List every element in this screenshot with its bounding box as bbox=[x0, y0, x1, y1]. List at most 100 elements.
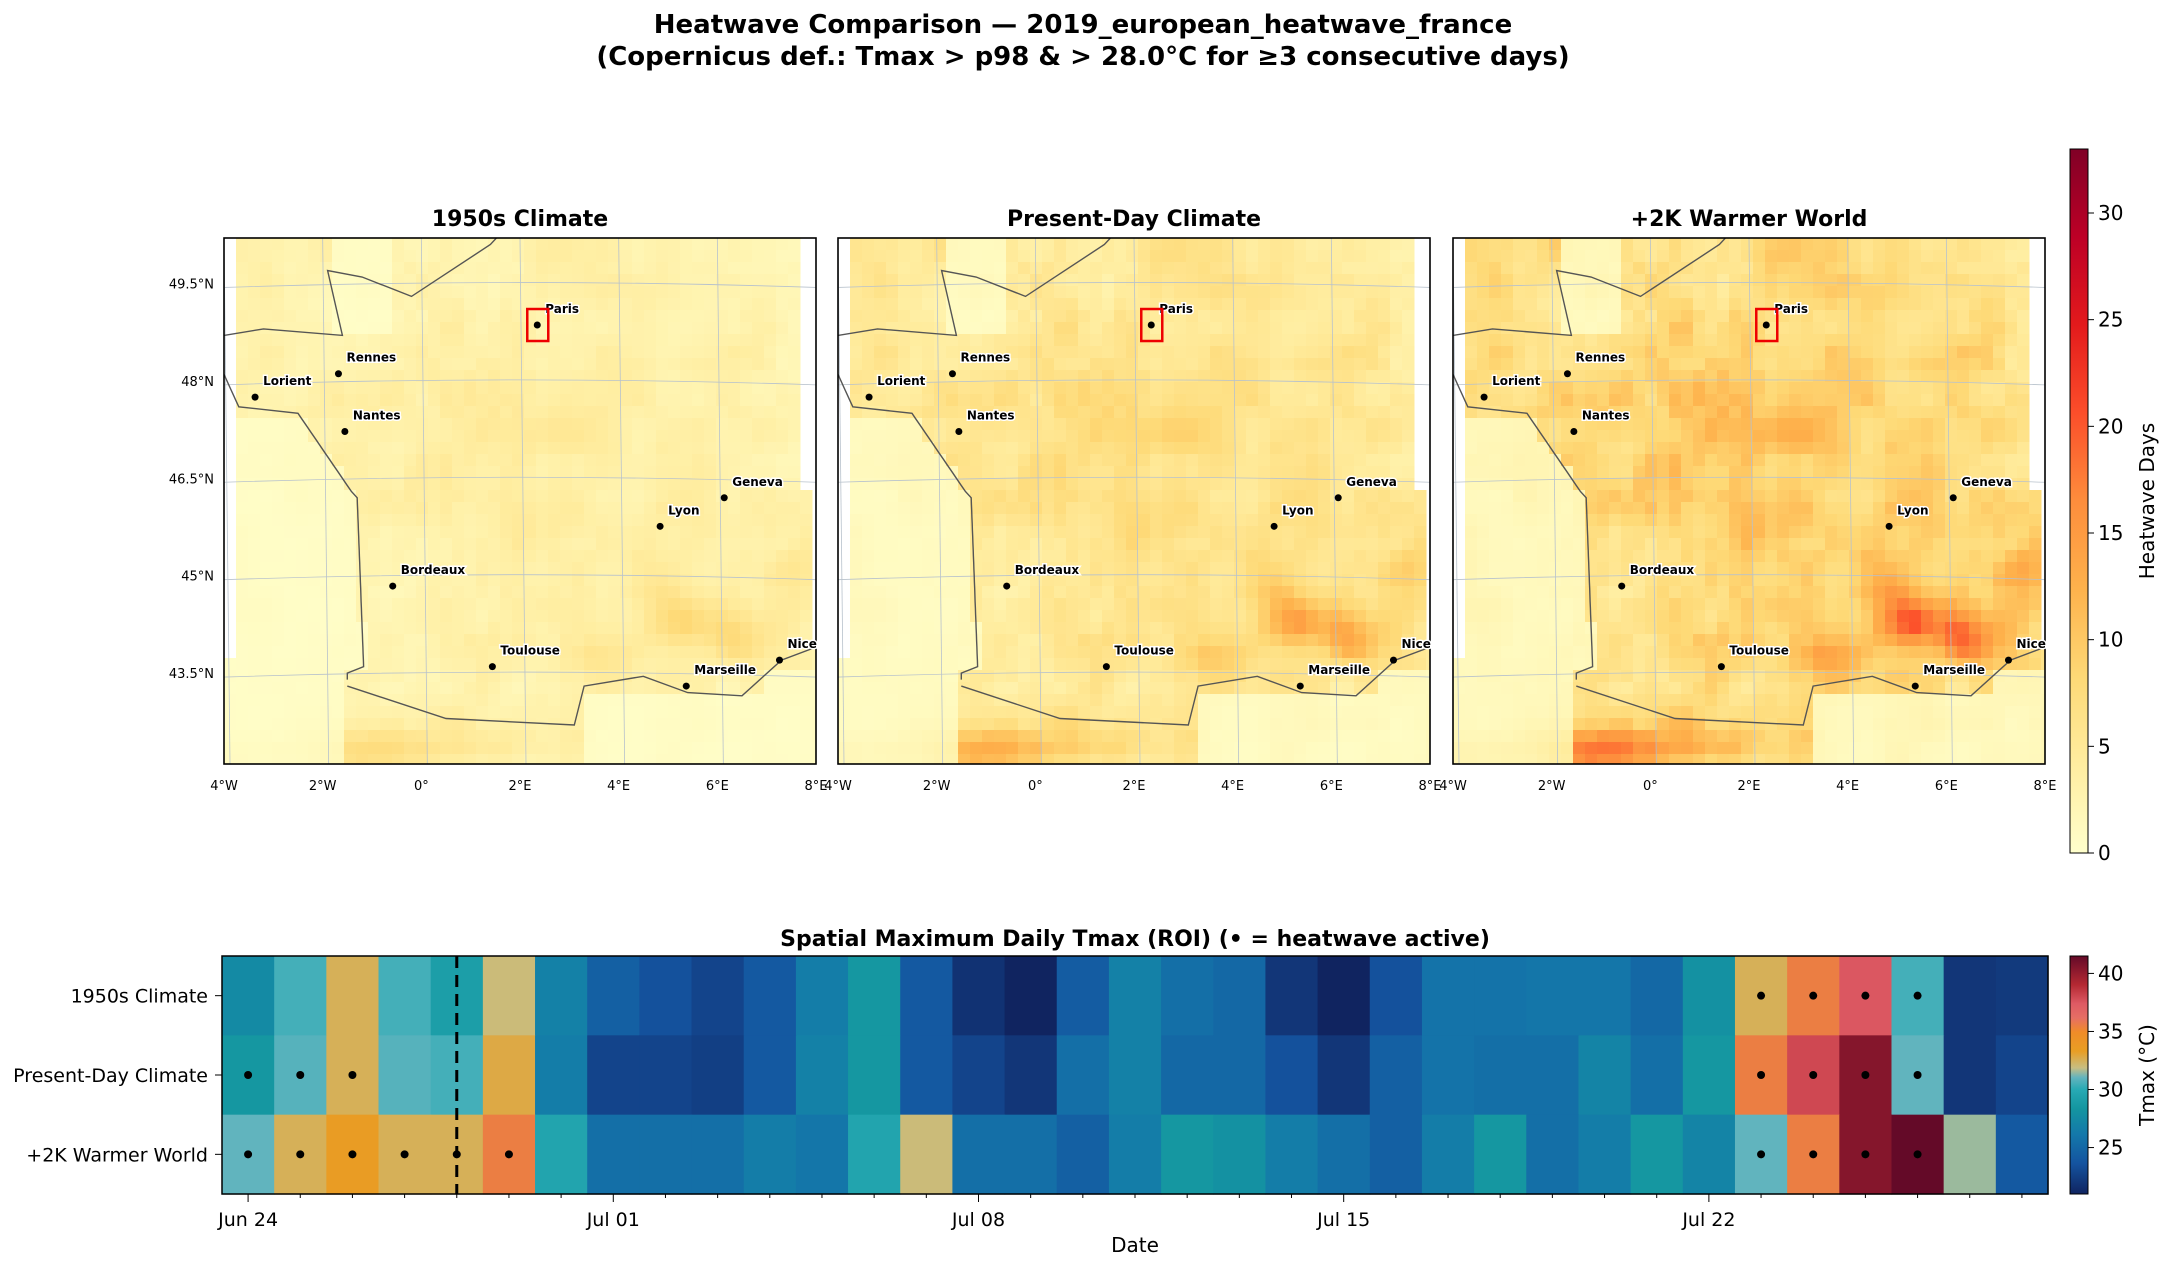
heatmap-cell bbox=[1213, 1114, 1267, 1195]
heatmap-cell bbox=[1995, 1114, 2049, 1195]
map-frame bbox=[1452, 237, 2046, 765]
city-label: Lorient bbox=[877, 374, 926, 388]
city-label: Geneva bbox=[1961, 475, 2012, 489]
city-marker bbox=[1762, 321, 1770, 329]
colorbar-tick-label: 20 bbox=[2098, 414, 2123, 438]
x-tick-label: Jul 08 bbox=[951, 1209, 1005, 1231]
city-marker bbox=[1270, 522, 1278, 530]
city-marker bbox=[1885, 522, 1893, 530]
lon-tick-label: 6°E bbox=[1320, 779, 1343, 794]
heatmap-cell bbox=[848, 956, 901, 1036]
map-panel-title: 1950s Climate bbox=[432, 207, 608, 232]
heatmap-cell bbox=[1317, 956, 1371, 1036]
heatmap-cell bbox=[1317, 1035, 1371, 1116]
lon-tick-label: 4°W bbox=[210, 779, 238, 794]
city-marker bbox=[682, 682, 690, 690]
heatmap-cell bbox=[1943, 956, 1997, 1036]
colorbar-tick-label: 25 bbox=[2098, 308, 2123, 332]
colorbar-tick-label: 0 bbox=[2098, 841, 2111, 865]
city-label: Bordeaux bbox=[1015, 563, 1080, 577]
heatmap-cell bbox=[1108, 1035, 1162, 1116]
heatmap-cell bbox=[1161, 1035, 1214, 1116]
x-tick-label: Jul 15 bbox=[1316, 1209, 1370, 1231]
lon-tick-label: 6°E bbox=[1935, 779, 1958, 794]
heatmap-cell bbox=[795, 956, 849, 1036]
lon-tick-label: 4°W bbox=[824, 779, 852, 794]
coastline-south bbox=[1576, 646, 2045, 726]
heatmap-cell bbox=[952, 1035, 1006, 1116]
coastline bbox=[224, 372, 365, 680]
city-label: Lyon bbox=[1897, 503, 1928, 517]
heatmap-cell bbox=[1161, 956, 1214, 1036]
city-label: Marseille bbox=[1308, 663, 1370, 677]
heatmap-cell bbox=[1265, 1035, 1319, 1116]
heatwave-dot bbox=[1861, 1150, 1870, 1159]
heatmap-cell bbox=[691, 1114, 745, 1195]
heatmap-cell bbox=[1474, 956, 1527, 1036]
city-label: Nantes bbox=[353, 409, 401, 423]
map-frame bbox=[837, 237, 1431, 765]
city-label: Paris bbox=[545, 302, 579, 316]
heatmap-cell bbox=[900, 1035, 953, 1116]
coastline bbox=[1453, 372, 1594, 680]
heatmap-cell bbox=[743, 956, 797, 1036]
heatmap-cell bbox=[1004, 1035, 1058, 1116]
city-label: Geneva bbox=[1346, 475, 1397, 489]
x-tick-label: Jul 01 bbox=[586, 1209, 640, 1231]
city-label: Rennes bbox=[1575, 351, 1625, 365]
city-marker bbox=[1102, 663, 1110, 671]
city-marker bbox=[720, 494, 728, 502]
heatmap-cell bbox=[795, 1035, 849, 1116]
city-marker bbox=[2004, 656, 2012, 664]
map-panel-3: +2K Warmer World 4°W 2°W 0° 2°E 4°E 6°E 8°E Pari… bbox=[1439, 207, 2057, 794]
city-marker bbox=[955, 428, 963, 436]
city-marker bbox=[1717, 663, 1725, 671]
colorbar-tick-label: 5 bbox=[2098, 734, 2111, 758]
heatwave-dot bbox=[1913, 1071, 1922, 1079]
lon-tick-label: 2°E bbox=[509, 779, 532, 794]
heatmap-row-label: +2K Warmer World bbox=[26, 1144, 208, 1166]
colorbar-tick-label: 30 bbox=[2098, 1078, 2123, 1102]
heatmap-cell bbox=[1421, 1035, 1475, 1116]
heatmap-cell bbox=[900, 956, 953, 1036]
lon-tick-label: 0° bbox=[1643, 779, 1658, 794]
heatmap-cell bbox=[222, 956, 275, 1036]
heatmap-cell bbox=[743, 1035, 797, 1116]
lon-tick-label: 2°E bbox=[1123, 779, 1146, 794]
city-marker bbox=[865, 393, 873, 401]
heatmap-cell bbox=[1421, 956, 1475, 1036]
heatmap-cell bbox=[326, 956, 380, 1036]
map-panel-title: Present-Day Climate bbox=[1007, 207, 1261, 232]
lat-tick-label: 45°N bbox=[181, 570, 214, 585]
lon-tick-label: 4°E bbox=[607, 779, 630, 794]
lon-tick-label: 0° bbox=[1028, 779, 1043, 794]
city-marker bbox=[1296, 682, 1304, 690]
city-marker bbox=[656, 522, 664, 530]
heatmap-cell bbox=[1578, 1035, 1632, 1116]
lon-tick-label: 0° bbox=[414, 779, 429, 794]
roi-box bbox=[526, 307, 550, 343]
city-label: Nice bbox=[2016, 637, 2045, 651]
heatmap-cell bbox=[1265, 956, 1319, 1036]
heatmap-xlabel: Date bbox=[1111, 1233, 1159, 1257]
coastline-south bbox=[347, 646, 816, 726]
heatmap-cell bbox=[274, 956, 327, 1036]
coastline-north bbox=[224, 238, 498, 337]
heatmap-cell bbox=[378, 956, 432, 1036]
city-marker bbox=[389, 582, 397, 590]
city-marker bbox=[1003, 582, 1011, 590]
city-label: Bordeaux bbox=[401, 563, 466, 577]
city-label: Rennes bbox=[346, 351, 396, 365]
lon-tick-label: 4°E bbox=[1221, 779, 1244, 794]
heatmap-cell bbox=[1630, 1114, 1684, 1195]
figure-title-line2: (Copernicus def.: Tmax > p98 & > 28.0°C … bbox=[596, 42, 1570, 72]
heatmap-row-label: 1950s Climate bbox=[71, 986, 208, 1008]
lon-tick-label: 8°E bbox=[2034, 779, 2057, 794]
coastline bbox=[838, 372, 979, 680]
heatmap-cell bbox=[1630, 956, 1684, 1036]
colorbar-label: Heatwave Days bbox=[2135, 423, 2159, 579]
colorbar-tick-label: 25 bbox=[2098, 1136, 2123, 1160]
lon-tick-label: 8°E bbox=[1419, 779, 1442, 794]
heatmap-cell bbox=[482, 956, 536, 1036]
